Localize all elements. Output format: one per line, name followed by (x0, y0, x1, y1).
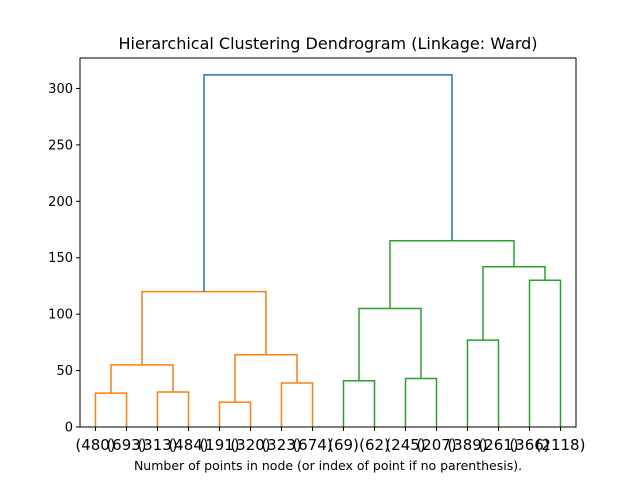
x-axis-label: Number of points in node (or index of po… (134, 458, 522, 473)
plot-frame (79, 57, 577, 428)
y-tick-label-0: 0 (65, 421, 73, 436)
dendrogram-link-7 (342, 379, 376, 427)
leaf-label-1: (693) (106, 436, 146, 454)
dendrogram-link-0 (94, 392, 128, 427)
dendrogram-link-2 (110, 364, 174, 394)
y-tick-label-5: 250 (48, 138, 73, 153)
y-tick-label-1: 50 (56, 364, 73, 379)
dendrogram-link-5 (234, 354, 298, 403)
dendrogram-link-11 (528, 279, 562, 427)
leaf-label-6: (323) (261, 436, 301, 454)
leaf-label-5: (320) (230, 436, 270, 454)
y-tick-label-2: 100 (48, 308, 73, 323)
y-axis: 0 50 100 150 200 250 300 (48, 82, 80, 436)
y-tick-label-3: 150 (48, 251, 73, 266)
leaf-label-0: (480) (75, 436, 115, 454)
leaf-labels: (480)(693)(313)(484)(191)(320)(323)(674)… (75, 427, 585, 454)
leaf-label-3: (484) (168, 436, 208, 454)
dendrogram-link-3 (218, 401, 252, 427)
leaf-label-7: (674) (292, 436, 332, 454)
links-layer (94, 74, 562, 427)
y-tick-label-6: 300 (48, 82, 73, 97)
dendrogram-link-13 (389, 240, 515, 309)
dendrogram-link-8 (404, 377, 438, 427)
leaf-label-13: (261) (478, 436, 518, 454)
dendrogram-link-1 (156, 391, 190, 427)
leaf-label-10: (245) (385, 436, 425, 454)
dendrogram-link-9 (358, 307, 422, 381)
chart-title: Hierarchical Clustering Dendrogram (Link… (118, 34, 537, 53)
leaf-label-2: (313) (137, 436, 177, 454)
leaf-label-11: (207) (416, 436, 456, 454)
leaf-label-14: (366) (509, 436, 549, 454)
dendrogram-link-6 (141, 290, 267, 365)
dendrogram-link-14 (203, 74, 453, 292)
dendrogram-link-10 (466, 339, 500, 427)
dendrogram-link-12 (482, 266, 546, 341)
leaf-label-8: (69) (328, 436, 359, 454)
leaf-label-12: (389) (447, 436, 487, 454)
leaf-label-9: (62) (359, 436, 390, 454)
dendrogram-link-4 (280, 382, 314, 427)
leaf-label-4: (191) (199, 436, 239, 454)
leaf-label-15: (2118) (536, 436, 586, 454)
y-tick-label-4: 200 (48, 195, 73, 210)
